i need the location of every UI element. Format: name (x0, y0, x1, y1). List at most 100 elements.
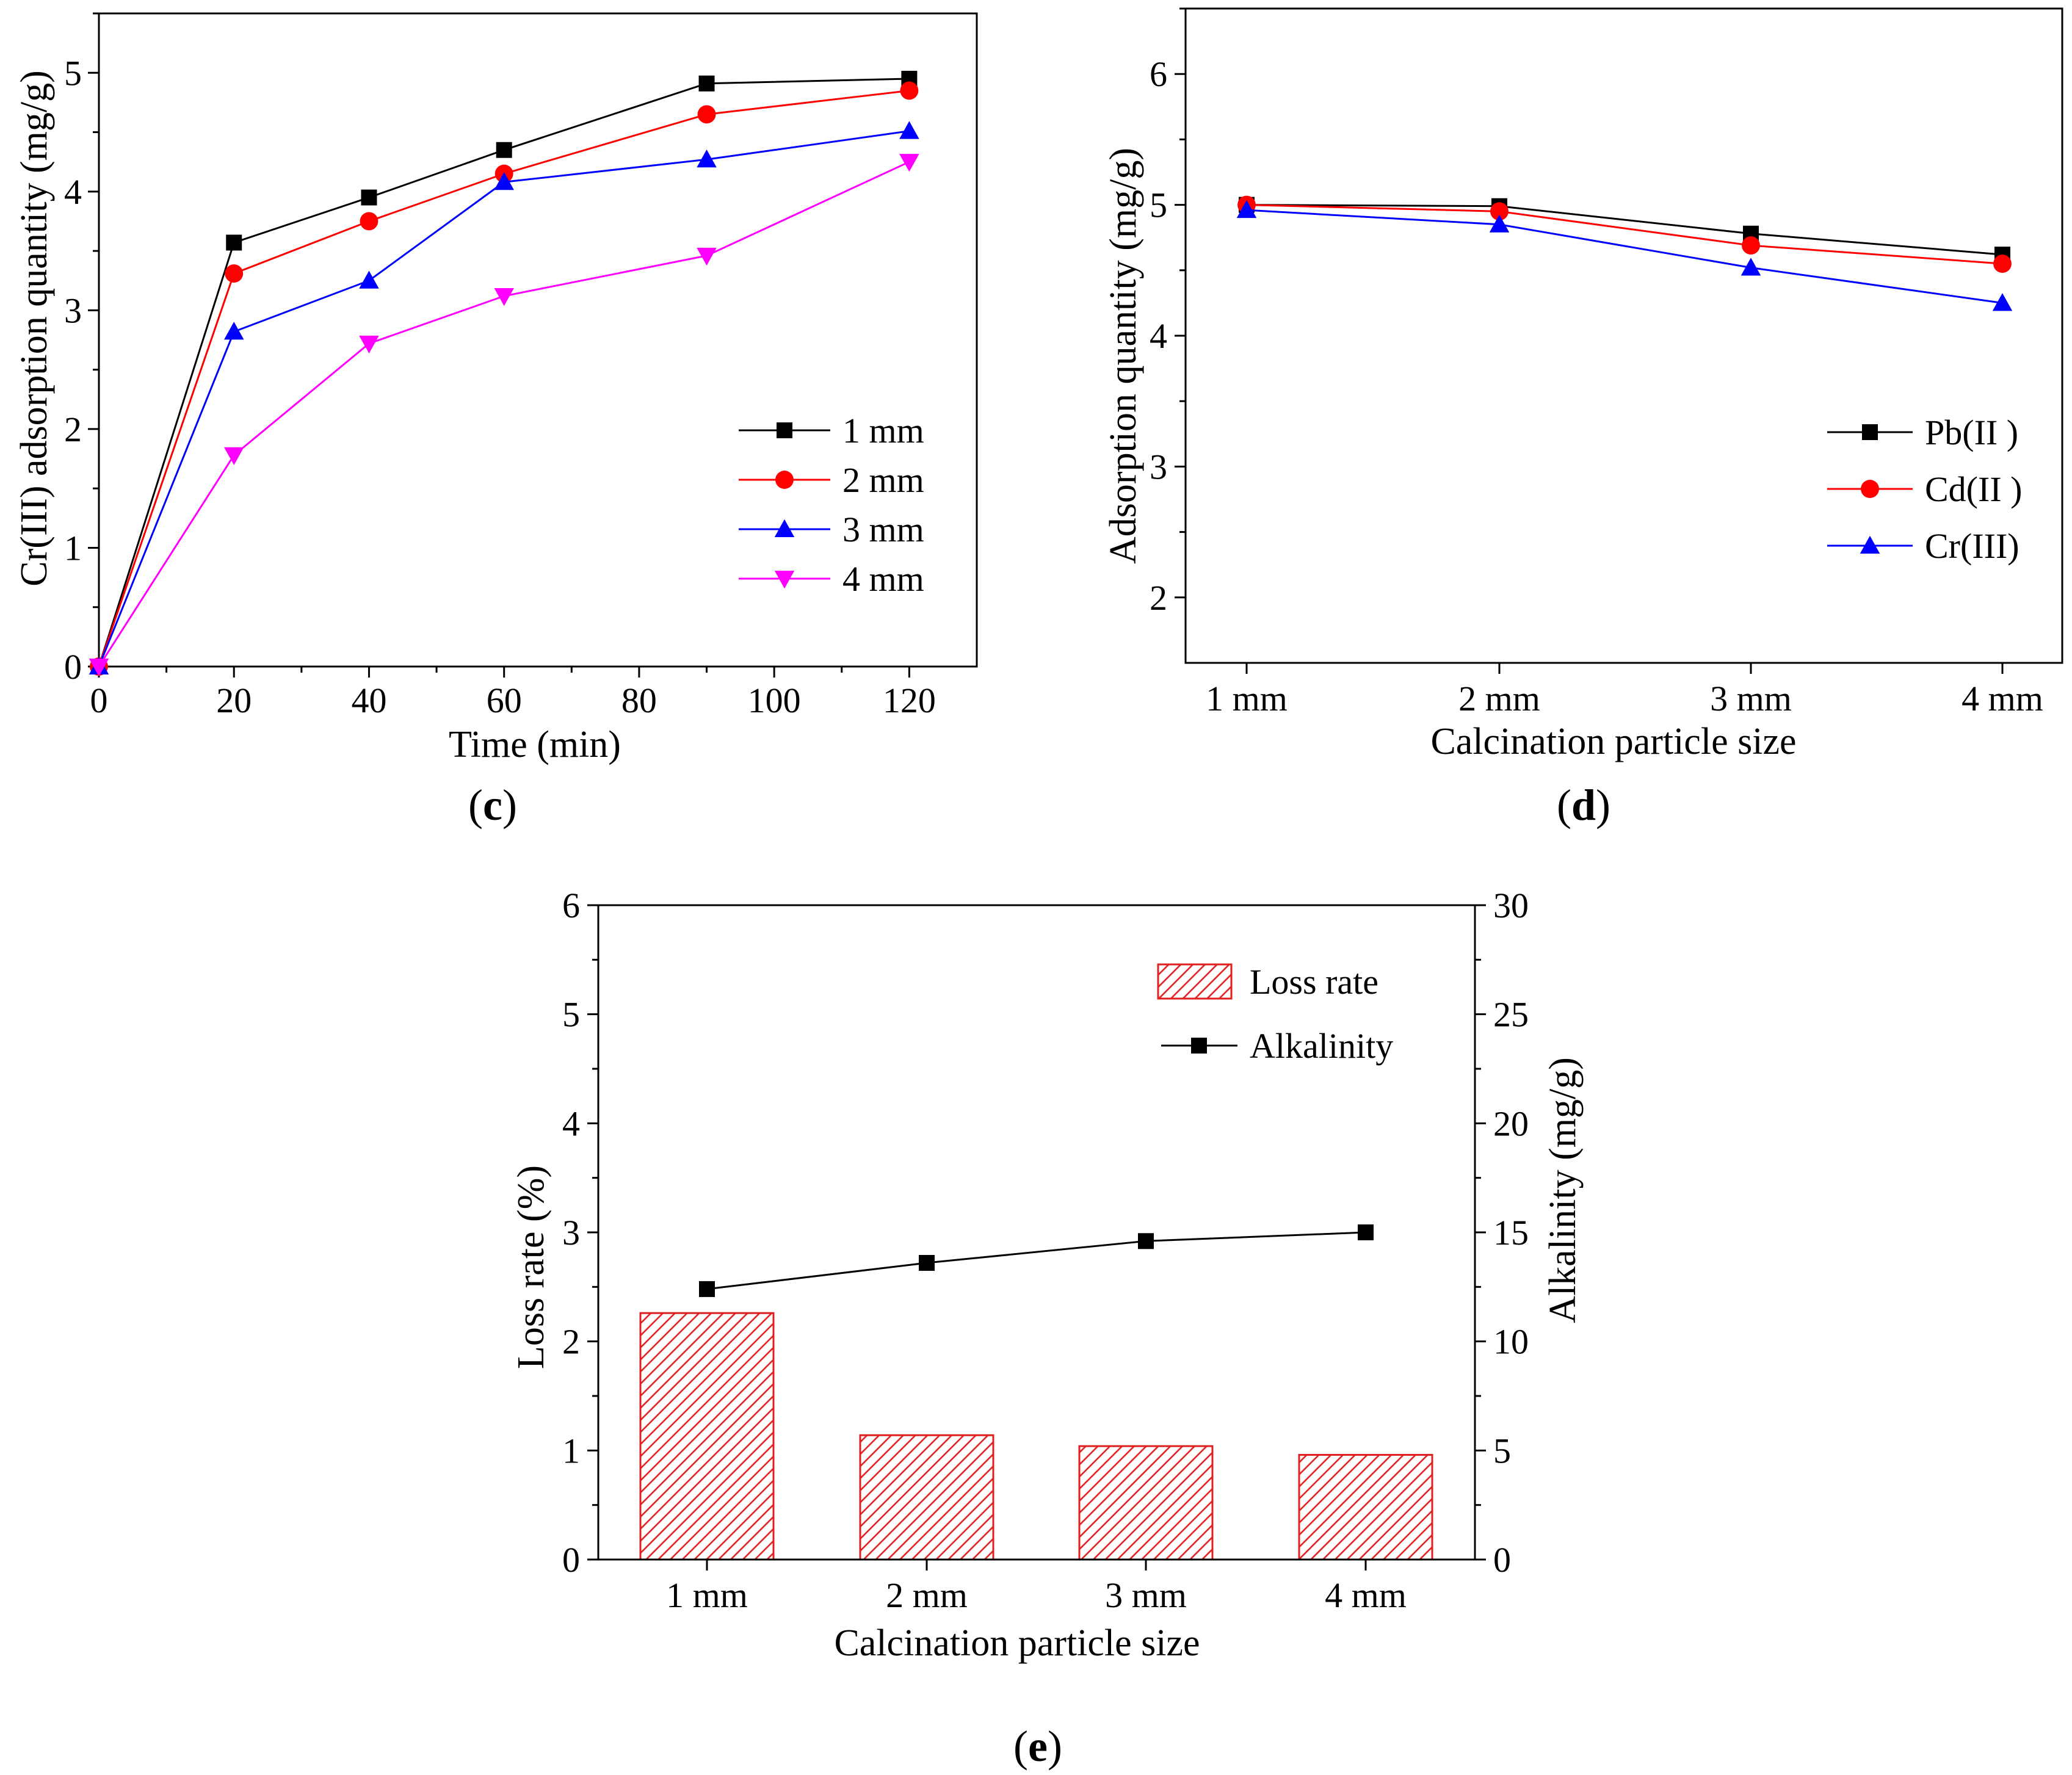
panel-d-data-point (1490, 202, 1509, 221)
panel-e-y-tick-label: 1 (562, 1431, 580, 1470)
panel-d-data-point (1741, 258, 1761, 276)
panel-e-data-point (699, 1281, 715, 1297)
panel-c-x-tick-label: 20 (216, 681, 252, 720)
panel-e-x-tick-label: 4 mm (1325, 1575, 1407, 1615)
panel-c-x-tick-label: 40 (351, 681, 386, 720)
panel-e-x-tick-label: 2 mm (886, 1575, 968, 1615)
panel-c-data-point (697, 105, 716, 124)
panel-c-plot-area: 0 20 40 60 80 100 120 0 1 2 3 4 5 (64, 12, 978, 720)
panel-d-letter: d (1571, 781, 1596, 830)
panel-e-legend-marker (1191, 1038, 1207, 1054)
panel-c-legend-marker (777, 422, 792, 438)
panel-c-legend-marker (774, 571, 795, 589)
panel-c-legend-marker (774, 519, 795, 537)
panel-c-x-tick-label: 0 (90, 681, 108, 720)
panel-c-series-line-3 (98, 130, 910, 667)
panel-c-data-point (226, 234, 242, 251)
panel-e-legend-label: Alkalinity (1250, 1026, 1393, 1066)
panel-e-y-tick-label: 2 (562, 1322, 580, 1362)
panel-e-caption: (e) (1013, 1722, 1062, 1771)
panel-c-data-point (496, 142, 512, 158)
panel-c-data-point (359, 270, 379, 289)
panel-c-legend-label: 3 mm (842, 510, 924, 549)
panel-d-data-point (1236, 200, 1257, 219)
panel-c-data-point (697, 150, 717, 168)
panel-c-data-point (359, 335, 379, 354)
panel-c-data-point (900, 81, 919, 100)
panel-d-legend-marker (1861, 480, 1879, 498)
panel-d-data-point (1489, 214, 1510, 233)
panel-e-y-tick-label: 3 (562, 1213, 580, 1253)
panel-c-y-tick-label: 5 (64, 53, 82, 93)
panel-d-y-tick-label: 5 (1150, 186, 1167, 225)
panel-d-data-point (1992, 293, 2013, 311)
panel-c-legend-marker (775, 471, 794, 489)
panel-e-y2-tick-label: 20 (1493, 1104, 1529, 1143)
panel-c-data-point (360, 212, 379, 231)
panel-c-x-axis-label: Time (min) (449, 724, 621, 765)
panel-c-data-point (899, 154, 919, 172)
panel-e-y-tick-label: 6 (562, 886, 580, 925)
panel-c-axes-frame (98, 12, 978, 668)
panel-e-y2-tick-label: 15 (1493, 1213, 1529, 1253)
panel-e-y-tick-label: 0 (562, 1540, 580, 1580)
panel-c-data-point (899, 121, 919, 139)
panel-e-x-tick-label: 1 mm (666, 1575, 748, 1615)
panel-e-x-tick-label: 3 mm (1105, 1575, 1187, 1615)
panel-c-data-point (698, 75, 715, 92)
panel-e-bar (1078, 1445, 1214, 1561)
panel-c-x-tick-label: 120 (883, 681, 936, 720)
panel-d-y-tick-label: 4 (1150, 316, 1167, 356)
panel-c-x-tick-label: 60 (487, 681, 522, 720)
panel-e-alkalinity-line (706, 1231, 1366, 1290)
panel-e-y-tick-label: 5 (562, 995, 580, 1035)
panel-d-series-line-2 (1246, 204, 2003, 265)
panel-e-legend-swatch (1157, 963, 1233, 1000)
panel-d-x-tick-label: 3 mm (1710, 679, 1792, 718)
panel-c-data-point (223, 322, 244, 340)
panel-c-y-axis-label: Cr(III) adsorption quantity (mg/g) (13, 70, 55, 586)
panel-d-x-axis-label: Calcination particle size (1430, 721, 1796, 762)
panel-c-y-tick-label: 1 (64, 528, 82, 568)
panel-e-plot-area: 1 mm 2 mm 3 mm 4 mm 0 1 2 3 4 5 6 0 5 10 15 20 25 30 (562, 886, 1529, 1615)
panel-e-bar (639, 1312, 775, 1561)
panel-d-legend-marker (1862, 424, 1878, 440)
panel-d-plot-area: 1 mm 2 mm 3 mm 4 mm 2 3 4 5 6 (1150, 7, 2063, 718)
panel-c-series-line-4 (98, 161, 910, 667)
panel-c-data-point (89, 659, 109, 677)
panel-c-legend: 1 mm 2 mm 3 mm 4 mm (739, 411, 924, 599)
panel-c-caption: (c) (468, 781, 517, 830)
panel-e-y2-tick-label: 5 (1493, 1431, 1511, 1470)
panel-d-y-tick-label: 3 (1150, 447, 1167, 486)
panel-c-legend-label: 1 mm (842, 411, 924, 450)
panel-d-series-line-3 (1246, 209, 2003, 304)
panel-d-legend-marker (1860, 535, 1880, 554)
panel-c-x-tick-label: 80 (621, 681, 657, 720)
panel-d-series-line-1 (1246, 204, 2003, 256)
panel-d-y-tick-label: 2 (1150, 578, 1167, 618)
panel-c-y-tick-label: 3 (64, 291, 82, 330)
panel-e-y2-tick-label: 30 (1493, 886, 1529, 925)
panel-e-legend-label: Loss rate (1250, 962, 1378, 1002)
panel-d-y-tick-label: 6 (1150, 54, 1167, 94)
panel-c-y-tick-label: 0 (64, 647, 82, 687)
panel-d-data-point (1742, 236, 1760, 255)
panel-d-x-tick-label: 2 mm (1458, 679, 1540, 718)
panel-c-data-point (697, 247, 717, 266)
panel-e-y-axis-label: Loss rate (%) (510, 1165, 552, 1369)
panel-e-y-tick-label: 4 (562, 1104, 580, 1143)
panel-c-letter: c (483, 781, 502, 830)
panel-c-series-line-1 (98, 78, 910, 667)
panel-c-data-point (223, 447, 244, 465)
panel-d-legend: Pb(II ) Cd(II ) Cr(III) (1827, 413, 2022, 566)
panel-e-data-point (1138, 1233, 1154, 1249)
panel-e-y2-tick-label: 25 (1493, 995, 1529, 1035)
panel-c-data-point (494, 288, 514, 306)
panel-c-legend-label: 4 mm (842, 559, 924, 599)
chart-panel-e: 1 mm 2 mm 3 mm 4 mm 0 1 2 3 4 5 6 0 5 10 15 20 25 30 Loss… (510, 886, 1584, 1771)
panel-e-data-point (919, 1255, 935, 1271)
panel-c-data-point (361, 189, 377, 206)
panel-d-data-point (1993, 255, 2012, 273)
panel-c-data-point (494, 172, 514, 190)
